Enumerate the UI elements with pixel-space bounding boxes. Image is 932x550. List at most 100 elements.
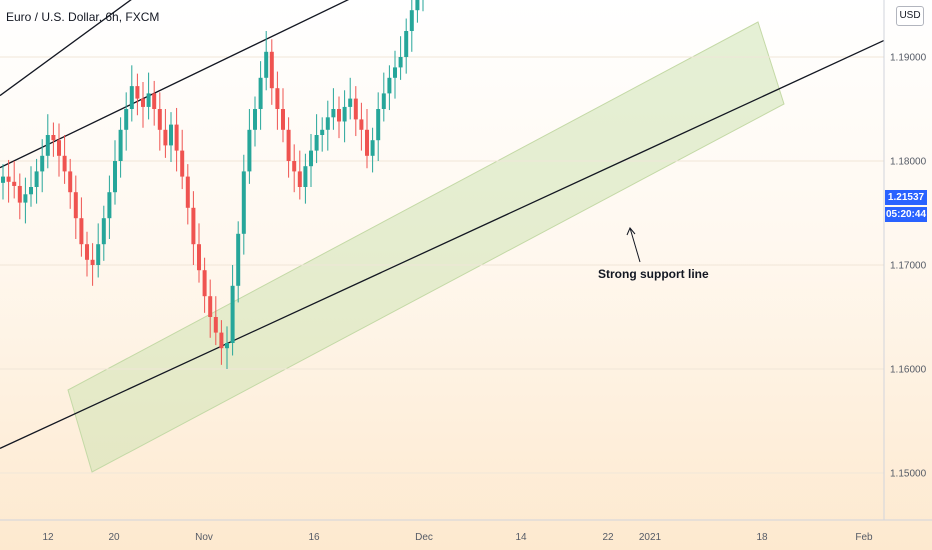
candle-body bbox=[331, 109, 336, 118]
candle-body bbox=[96, 244, 101, 265]
candle-body bbox=[40, 155, 45, 172]
candle-body bbox=[62, 155, 67, 172]
candle-body bbox=[73, 192, 78, 219]
time-tick-label: 16 bbox=[308, 532, 320, 543]
candle-body bbox=[286, 129, 291, 161]
candle-body bbox=[264, 51, 269, 78]
support-pointer-arrow bbox=[629, 227, 641, 263]
candle-body bbox=[213, 317, 218, 333]
candle-body bbox=[225, 343, 229, 349]
candle-body bbox=[129, 86, 134, 109]
candle-body bbox=[45, 135, 50, 156]
candle-body bbox=[281, 109, 285, 130]
candle-body bbox=[208, 296, 213, 317]
candle-body bbox=[101, 218, 106, 245]
time-tick-label: Nov bbox=[195, 532, 213, 543]
candle-body bbox=[309, 150, 313, 167]
candle-body bbox=[342, 106, 347, 122]
time-tick-label: Dec bbox=[415, 532, 433, 543]
candle-body bbox=[163, 129, 168, 146]
candle-body bbox=[152, 93, 157, 109]
candle-body bbox=[146, 93, 151, 107]
price-tick-label: 1.17000 bbox=[890, 261, 927, 272]
candle-body bbox=[85, 244, 89, 260]
candle-body bbox=[292, 161, 297, 172]
symbol-title[interactable]: Euro / U.S. Dollar, 6h, FXCM bbox=[6, 10, 160, 24]
candle-body bbox=[57, 140, 61, 156]
candle-body bbox=[348, 98, 353, 107]
time-tick-label: 2021 bbox=[639, 532, 662, 543]
candle-body bbox=[90, 259, 95, 265]
time-axis[interactable]: 12 20 Nov 16 Dec 14 22 2021 18 Feb bbox=[42, 532, 873, 543]
candle-body bbox=[381, 93, 386, 109]
candle-body bbox=[34, 171, 39, 187]
candle-body bbox=[337, 109, 341, 122]
gridlines bbox=[0, 56, 884, 474]
time-tick-label: 12 bbox=[42, 532, 54, 543]
candle-body bbox=[219, 332, 224, 349]
current-price-label: 1.21537 bbox=[885, 190, 927, 205]
candle-body bbox=[185, 176, 190, 208]
candle-body bbox=[320, 129, 325, 135]
candle-body bbox=[409, 10, 414, 31]
currency-badge[interactable]: USD bbox=[896, 6, 924, 26]
candle-body bbox=[404, 31, 409, 57]
price-axis[interactable]: 1.150001.160001.170001.180001.190001.200… bbox=[890, 0, 927, 480]
support-annotation-label: Strong support line bbox=[598, 267, 709, 281]
candle-body bbox=[359, 119, 364, 130]
candle-body bbox=[180, 150, 185, 177]
candle-body bbox=[353, 98, 358, 120]
candle-body bbox=[387, 77, 392, 94]
candle-body bbox=[141, 98, 145, 107]
candle-body bbox=[12, 181, 17, 186]
candle-body bbox=[365, 129, 369, 156]
price-tick-label: 1.15000 bbox=[890, 469, 927, 480]
candle-body bbox=[191, 207, 196, 245]
price-tick-label: 1.19000 bbox=[890, 53, 927, 64]
candle-body bbox=[370, 140, 375, 156]
candle-body bbox=[157, 109, 162, 130]
time-tick-label: 22 bbox=[602, 532, 614, 543]
candle-body bbox=[415, 0, 420, 11]
candle-body bbox=[269, 51, 274, 89]
trend-lines[interactable] bbox=[0, 0, 885, 449]
candle-body bbox=[6, 176, 11, 182]
time-tick-label: 14 bbox=[515, 532, 527, 543]
candle-body bbox=[297, 171, 302, 187]
candle-body bbox=[79, 218, 84, 245]
trend-line bbox=[0, 39, 885, 449]
candle-body bbox=[325, 117, 330, 130]
price-tick-label: 1.18000 bbox=[890, 157, 927, 168]
candle-body bbox=[314, 135, 319, 151]
support-pointer-arrow-head bbox=[626, 227, 636, 236]
candle-body bbox=[118, 129, 123, 161]
candle-body bbox=[174, 124, 179, 151]
candle-body bbox=[68, 171, 73, 193]
candle-body bbox=[230, 285, 235, 343]
candle-body bbox=[197, 244, 201, 271]
candle-body bbox=[303, 166, 308, 187]
candle-body bbox=[275, 88, 280, 109]
candle-body bbox=[258, 77, 263, 109]
candle-body bbox=[169, 124, 173, 146]
time-tick-label: 18 bbox=[756, 532, 768, 543]
trend-line bbox=[0, 0, 350, 169]
time-tick-label: 20 bbox=[108, 532, 120, 543]
ascending-channel-band bbox=[67, 21, 785, 473]
candle-body bbox=[29, 187, 33, 195]
candle-body bbox=[236, 233, 241, 286]
candle-body bbox=[247, 129, 252, 172]
candle-body bbox=[135, 86, 140, 99]
candle-body bbox=[376, 109, 381, 141]
candle-body bbox=[23, 194, 28, 203]
candle-body bbox=[124, 109, 129, 130]
candle-body bbox=[1, 176, 5, 183]
annotation-arrows bbox=[626, 227, 641, 263]
candle-body bbox=[241, 171, 246, 234]
candle-body bbox=[107, 192, 112, 219]
candle-body bbox=[17, 185, 22, 203]
candle-body bbox=[51, 135, 56, 141]
candle-body bbox=[393, 67, 397, 78]
bar-countdown-label: 05:20:44 bbox=[885, 207, 927, 222]
